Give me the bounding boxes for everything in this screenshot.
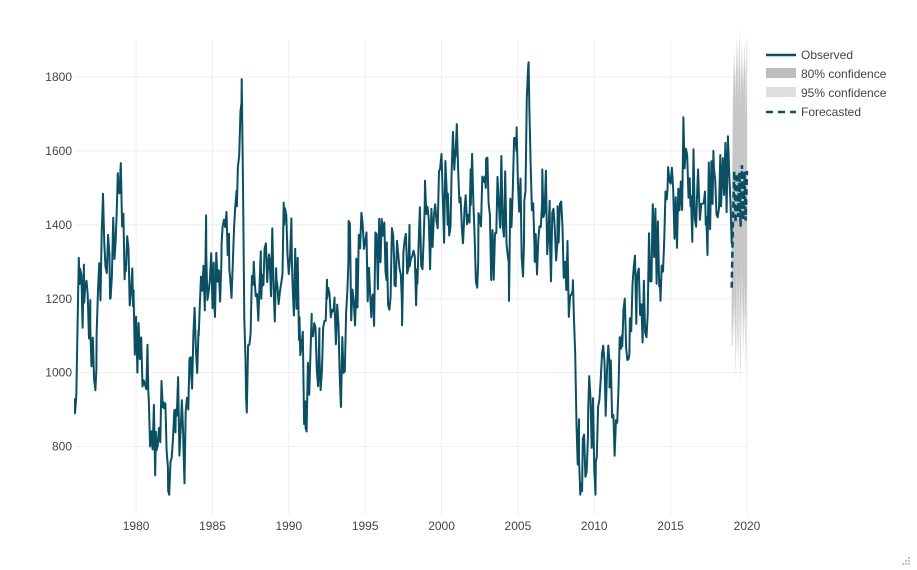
y-tick-label-1800: 1800 (45, 70, 72, 84)
x-tick-label-2020: 2020 (734, 519, 761, 533)
legend-label-observed: Observed (801, 48, 853, 62)
legend-label-ci80: 80% confidence (801, 67, 887, 81)
x-tick-label-2005: 2005 (505, 519, 532, 533)
resize-grip-icon[interactable] (901, 556, 911, 566)
x-tick-label-1995: 1995 (352, 519, 379, 533)
x-tick-label-2015: 2015 (657, 519, 684, 533)
x-tick-label-2000: 2000 (428, 519, 455, 533)
x-tick-label-1985: 1985 (199, 519, 226, 533)
observed-series-line (74, 61, 733, 496)
y-tick-label-1600: 1600 (45, 144, 72, 158)
legend-swatch-ci80 (766, 68, 796, 78)
y-axis-ticks: 800 1000 1200 1400 1600 1800 (45, 70, 72, 454)
y-tick-label-1200: 1200 (45, 292, 72, 306)
legend-label-ci95: 95% confidence (801, 86, 887, 100)
legend-swatch-ci95 (766, 87, 796, 97)
legend-item-ci95[interactable]: 95% confidence (766, 86, 887, 100)
legend-label-forecast: Forecasted (801, 105, 861, 119)
y-tick-label-800: 800 (52, 440, 72, 454)
x-tick-label-2010: 2010 (581, 519, 608, 533)
legend-item-observed[interactable]: Observed (766, 48, 853, 62)
x-axis-ticks: 1980 1985 1990 1995 2000 2005 2010 2015 2020 (123, 519, 761, 533)
legend-item-ci80[interactable]: 80% confidence (766, 67, 887, 81)
x-tick-label-1980: 1980 (123, 519, 150, 533)
y-tick-label-1400: 1400 (45, 218, 72, 232)
legend-item-forecast[interactable]: Forecasted (766, 105, 861, 119)
forecast-series-line (730, 165, 749, 288)
legend: Observed 80% confidence 95% confidence F… (766, 48, 887, 119)
grid (75, 40, 748, 515)
y-tick-label-1000: 1000 (45, 366, 72, 380)
x-tick-label-1990: 1990 (275, 519, 302, 533)
